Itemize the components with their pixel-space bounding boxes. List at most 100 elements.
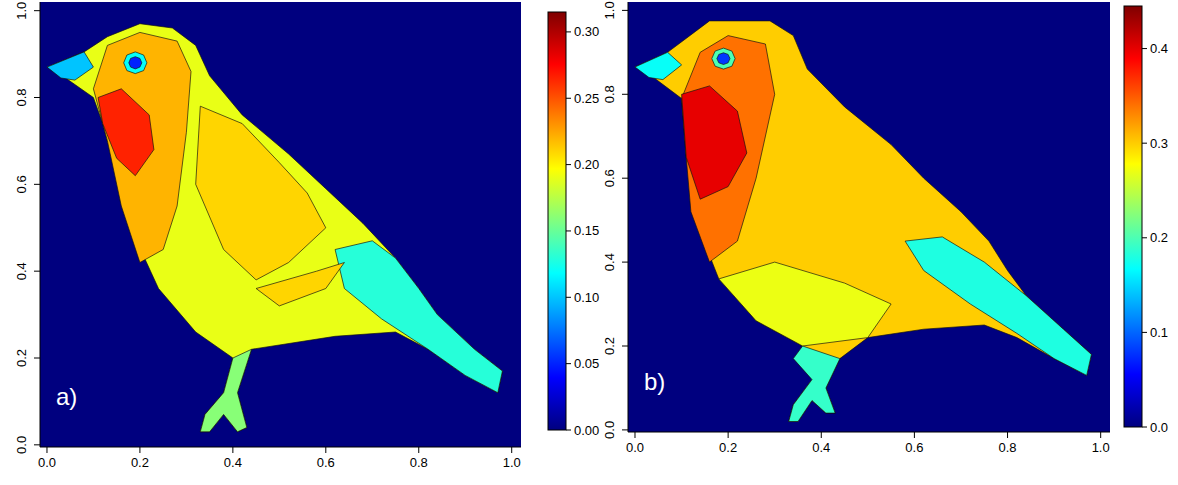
color-bar-tick [1142,427,1147,428]
bird-region [93,32,191,262]
y-tick-label: 0.0 [602,421,617,439]
x-tick-label: 0.4 [812,440,830,455]
background-region [40,2,521,447]
bird-region [682,36,775,263]
y-tick-label: 0.6 [602,169,617,187]
bird-region [335,241,502,393]
y-tick-label: 1.0 [602,1,617,19]
x-tick [46,447,47,453]
bird-region [47,52,93,80]
y-tick [34,271,40,272]
x-tick [634,432,635,438]
color-bar-label: 0.3 [1150,136,1168,151]
color-bar-tick [566,164,571,165]
bird-region [47,24,502,432]
color-bar-label: 0.25 [574,91,599,106]
color-bar-tick [566,98,571,99]
x-tick-label: 0.0 [626,440,644,455]
x-tick [1100,432,1101,438]
x-tick [821,432,822,438]
x-tick [139,447,140,453]
x-axis-line [628,432,1110,433]
bird-region [200,349,251,432]
x-tick-label: 1.0 [503,455,521,470]
color-bar-label: 0.2 [1150,230,1168,245]
panel-label: b) [644,368,665,395]
y-tick [622,94,628,95]
color-bar-label: 0.20 [574,157,599,172]
x-tick [418,447,419,453]
color-bar-tick [1142,332,1147,333]
y-tick-label: 0.8 [14,88,29,106]
bird-region [719,262,891,346]
y-axis-line [40,2,41,447]
color-bar-label: 0.0 [1150,420,1168,435]
y-tick-label: 0.6 [14,175,29,193]
color-bar [548,12,566,430]
bird-region [682,86,747,199]
y-tick [622,346,628,347]
y-tick-label: 0.2 [602,337,617,355]
y-tick [34,444,40,445]
color-bar-label: 0.1 [1150,325,1168,340]
panel-label: a) [56,383,77,410]
color-bar-tick [1142,48,1147,49]
y-tick-label: 0.0 [14,436,29,454]
x-tick-label: 0.6 [905,440,923,455]
color-bar-tick [566,430,571,431]
panel: 0.00.20.40.60.81.00.00.20.40.60.81.0a)0.… [14,2,599,470]
y-tick [622,178,628,179]
x-tick [728,432,729,438]
image-regions [40,2,521,447]
x-tick-label: 0.8 [410,455,428,470]
x-tick-label: 1.0 [1092,440,1110,455]
bird-region [712,48,735,69]
y-axis-line [628,2,629,432]
bird-region [905,237,1091,376]
color-bar-tick [566,363,571,364]
x-tick-label: 0.4 [224,455,242,470]
x-tick [511,447,512,453]
y-tick [34,184,40,185]
x-tick [325,447,326,453]
figure: 0.0 0.2 0.4 0.6 0.8 1.0 0.0 0.2 0.4 0.6 0.8 1.0 a) 0.… [0,0,1178,485]
color-bar-label: 0.30 [574,24,599,39]
y-tick-label: 0.4 [602,253,617,271]
y-tick-label: 1.0 [14,2,29,20]
bird-region [256,263,344,306]
bird-region [98,89,154,176]
color-bar-tick [566,230,571,231]
bird-region [717,53,730,65]
color-bar-label: 0.10 [574,290,599,305]
x-axis-line [40,447,521,448]
x-tick [232,447,233,453]
y-tick [622,10,628,11]
y-tick [622,262,628,263]
x-tick-label: 0.2 [131,455,149,470]
y-tick [34,97,40,98]
image-regions [628,2,1110,432]
color-bar-label: 0.05 [574,356,599,371]
bird-region [129,57,142,69]
bird-region [789,346,840,422]
color-bar-tick [566,297,571,298]
color-bar [1124,6,1142,427]
y-tick [622,429,628,430]
y-tick-label: 0.8 [602,85,617,103]
x-tick-label: 0.8 [999,440,1017,455]
bird-region [124,52,147,74]
color-bar-label: 0.4 [1150,41,1168,56]
x-tick [1007,432,1008,438]
bird-region [635,21,1091,422]
y-tick-label: 0.2 [14,349,29,367]
color-bar-tick [1142,237,1147,238]
bird-region [196,106,326,280]
y-tick [34,10,40,11]
color-bar-label: 0.00 [574,423,599,438]
x-tick [914,432,915,438]
x-tick-label: 0.2 [719,440,737,455]
y-tick-label: 0.4 [14,262,29,280]
x-tick-label: 0.0 [38,455,56,470]
panel: 0.0 0.2 0.4 0.6 0.8 1.0 0.0 0.2 0.4 0.6 0.8 1.0 b) 0.… [602,1,1168,455]
color-bar-tick [1142,143,1147,144]
